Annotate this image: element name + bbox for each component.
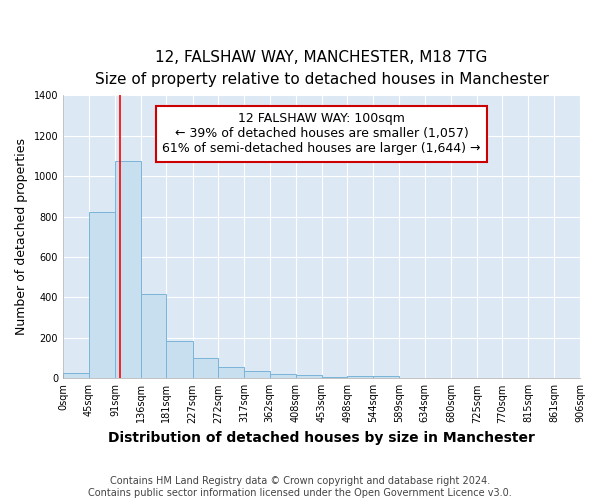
Bar	[373, 376, 399, 378]
Bar	[115, 161, 140, 378]
Bar	[244, 371, 269, 378]
Text: Contains HM Land Registry data © Crown copyright and database right 2024.
Contai: Contains HM Land Registry data © Crown c…	[88, 476, 512, 498]
Bar	[347, 376, 373, 378]
Bar	[218, 367, 244, 378]
Bar	[166, 341, 193, 378]
Bar	[63, 374, 89, 378]
X-axis label: Distribution of detached houses by size in Manchester: Distribution of detached houses by size …	[108, 431, 535, 445]
Text: 12 FALSHAW WAY: 100sqm
← 39% of detached houses are smaller (1,057)
61% of semi-: 12 FALSHAW WAY: 100sqm ← 39% of detached…	[162, 112, 481, 156]
Y-axis label: Number of detached properties: Number of detached properties	[15, 138, 28, 336]
Bar	[193, 358, 218, 378]
Bar	[296, 376, 322, 378]
Bar	[89, 212, 115, 378]
Title: 12, FALSHAW WAY, MANCHESTER, M18 7TG
Size of property relative to detached house: 12, FALSHAW WAY, MANCHESTER, M18 7TG Siz…	[95, 50, 548, 87]
Bar	[140, 294, 166, 378]
Bar	[269, 374, 296, 378]
